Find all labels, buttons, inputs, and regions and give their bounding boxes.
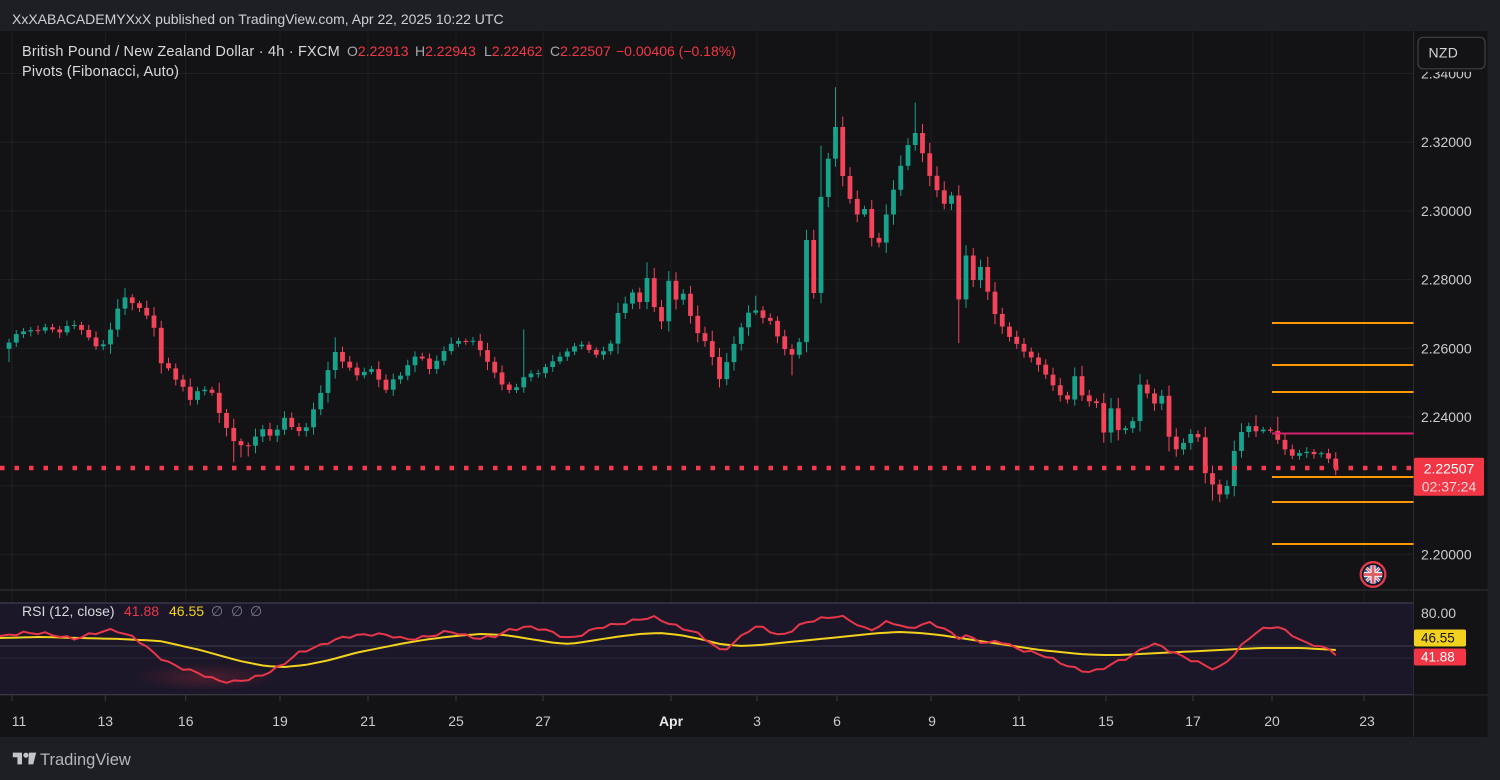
svg-text:2.22507: 2.22507 (1424, 460, 1475, 476)
svg-text:2.32000: 2.32000 (1421, 134, 1472, 150)
svg-text:13: 13 (98, 713, 114, 729)
svg-text:C2.22507: C2.22507 (550, 43, 611, 59)
svg-text:2.24000: 2.24000 (1421, 409, 1472, 425)
svg-text:Pivots (Fibonacci, Auto): Pivots (Fibonacci, Auto) (22, 64, 179, 80)
svg-text:16: 16 (178, 713, 194, 729)
svg-text:RSI (12, close): RSI (12, close) (22, 603, 115, 619)
svg-text:15: 15 (1098, 713, 1114, 729)
svg-text:L2.22462: L2.22462 (484, 43, 543, 59)
svg-text:19: 19 (272, 713, 288, 729)
svg-text:80.00: 80.00 (1421, 605, 1456, 621)
svg-text:∅: ∅ (231, 603, 243, 619)
svg-text:NZD: NZD (1429, 45, 1459, 61)
svg-text:XxXABACADEMYXxX published on T: XxXABACADEMYXxX published on TradingView… (12, 11, 504, 27)
svg-text:2.26000: 2.26000 (1421, 340, 1472, 356)
svg-text:∅: ∅ (211, 603, 223, 619)
svg-text:27: 27 (535, 713, 551, 729)
svg-text:20: 20 (1264, 713, 1280, 729)
svg-text:−0.00406 (−0.18%): −0.00406 (−0.18%) (616, 43, 736, 59)
svg-text:9: 9 (928, 713, 936, 729)
svg-text:11: 11 (1012, 713, 1027, 729)
svg-text:British Pound / New Zealand Do: British Pound / New Zealand Dollar · 4h … (22, 44, 340, 60)
svg-text:6: 6 (833, 713, 841, 729)
svg-text:41.88: 41.88 (1421, 650, 1455, 665)
svg-text:46.55: 46.55 (169, 603, 204, 619)
svg-text:Apr: Apr (659, 713, 684, 729)
svg-text:2.20000: 2.20000 (1421, 546, 1472, 562)
svg-text:25: 25 (448, 713, 464, 729)
svg-text:TradingView: TradingView (40, 751, 131, 769)
svg-text:2.30000: 2.30000 (1421, 203, 1472, 219)
svg-text:∅: ∅ (250, 603, 262, 619)
svg-text:11: 11 (12, 713, 27, 729)
svg-text:17: 17 (1185, 713, 1201, 729)
svg-text:02:37:24: 02:37:24 (1422, 479, 1477, 495)
svg-text:41.88: 41.88 (124, 603, 159, 619)
svg-text:46.55: 46.55 (1421, 631, 1455, 646)
svg-text:O2.22913: O2.22913 (347, 43, 409, 59)
svg-text:H2.22943: H2.22943 (415, 43, 476, 59)
svg-text:2.28000: 2.28000 (1421, 272, 1472, 288)
svg-text:23: 23 (1359, 713, 1375, 729)
svg-text:3: 3 (753, 713, 761, 729)
svg-text:21: 21 (360, 713, 376, 729)
